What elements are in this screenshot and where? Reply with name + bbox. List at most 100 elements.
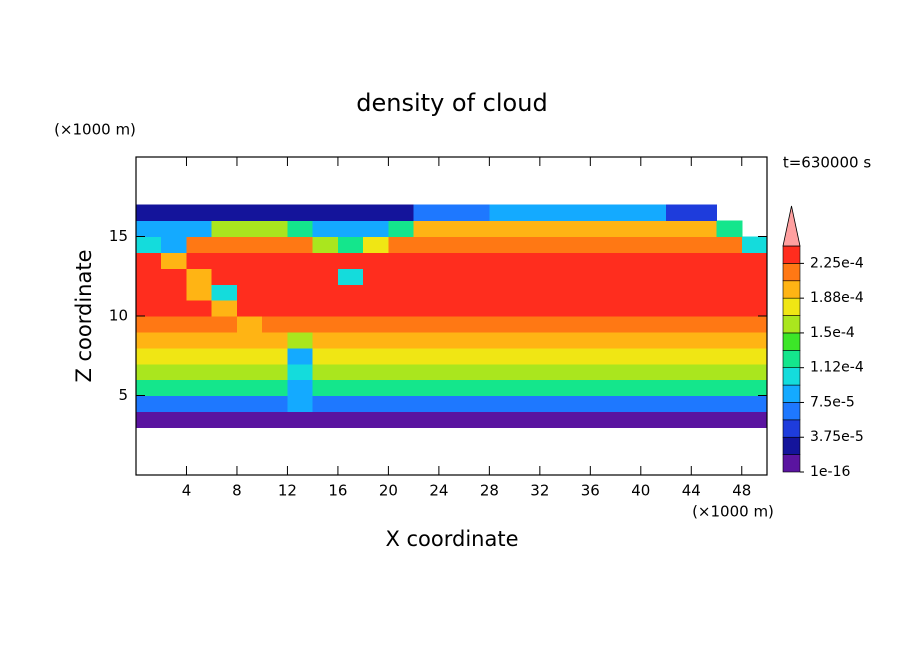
contour-cell	[691, 284, 718, 301]
contour-cell	[363, 347, 389, 365]
contour-cell	[691, 363, 718, 381]
contour-cell	[388, 220, 415, 238]
contour-cell	[615, 316, 642, 333]
contour-cell	[590, 331, 617, 349]
contour-cell	[337, 284, 364, 301]
contour-cell	[741, 236, 768, 253]
contour-cell	[161, 284, 188, 301]
contour-cell	[716, 331, 743, 349]
contour-cell	[438, 395, 465, 412]
contour-cell	[161, 379, 188, 397]
contour-cell	[741, 379, 768, 397]
contour-cell	[438, 252, 465, 269]
contour-cell	[514, 347, 541, 365]
colorbar-band	[782, 419, 801, 438]
contour-cell	[741, 363, 768, 381]
contour-cell	[464, 236, 490, 253]
contour-cell	[312, 252, 339, 269]
contour-cell	[640, 395, 667, 412]
contour-cell	[312, 268, 339, 285]
contour-cell	[211, 204, 238, 222]
contour-cell	[565, 268, 591, 285]
contour-cell	[514, 395, 541, 412]
contour-cell	[716, 252, 743, 269]
contour-cell	[691, 252, 718, 269]
contour-cell	[287, 316, 314, 333]
contour-cell	[236, 204, 263, 222]
contour-cell	[388, 268, 415, 285]
contour-cell	[236, 220, 263, 238]
contour-cell	[287, 300, 314, 317]
contour-cell	[236, 331, 263, 349]
contour-cell	[211, 363, 238, 381]
contour-cell	[464, 363, 490, 381]
contour-cell	[716, 236, 743, 253]
contour-cell	[615, 395, 642, 412]
contour-cell	[741, 284, 768, 301]
contour-cell	[262, 363, 289, 381]
contour-cell	[666, 220, 692, 238]
contour-cell	[565, 331, 591, 349]
contour-cell	[287, 347, 314, 365]
contour-cell	[438, 300, 465, 317]
contour-cell	[716, 363, 743, 381]
contour-cell	[211, 236, 238, 253]
contour-cell	[211, 395, 238, 412]
contour-cell	[236, 347, 263, 365]
contour-cell	[464, 316, 490, 333]
contour-cell	[287, 204, 314, 222]
contour-cell	[312, 316, 339, 333]
colorbar-band	[782, 436, 801, 455]
contour-cell	[716, 347, 743, 365]
contour-cell	[136, 379, 162, 397]
contour-cell	[691, 379, 718, 397]
contour-cell	[136, 220, 162, 238]
contour-cell	[590, 347, 617, 365]
colorbar-label: 7.5e-5	[810, 394, 855, 410]
contour-cell	[262, 379, 289, 397]
contour-cell	[666, 316, 692, 333]
contour-cell	[489, 204, 516, 222]
contour-cell	[337, 347, 364, 365]
contour-cell	[741, 300, 768, 317]
contour-cell	[539, 252, 566, 269]
contour-cell	[666, 300, 692, 317]
contour-cell	[666, 252, 692, 269]
contour-cell	[539, 379, 566, 397]
contour-cell	[539, 204, 566, 222]
contour-cell	[615, 252, 642, 269]
contour-cell	[514, 379, 541, 397]
contour-cell	[312, 204, 339, 222]
contour-cell	[741, 331, 768, 349]
contour-cell	[388, 411, 415, 428]
contour-cell	[161, 300, 188, 317]
contour-cell	[438, 236, 465, 253]
contour-cell	[489, 363, 516, 381]
contour-cell	[186, 220, 213, 238]
contour-cell	[489, 379, 516, 397]
contour-cell	[211, 252, 238, 269]
contour-cell	[413, 363, 440, 381]
contour-cell	[186, 347, 213, 365]
contour-cell	[615, 363, 642, 381]
x-tick-label: 8	[232, 482, 242, 500]
time-annotation: t=630000 s	[783, 154, 871, 172]
colorbar-band	[782, 280, 801, 299]
contour-cell	[363, 395, 389, 412]
contour-cell	[590, 268, 617, 285]
contour-cell	[565, 300, 591, 317]
contour-cell	[514, 252, 541, 269]
contour-cell	[161, 363, 188, 381]
colorbar-label: 1.12e-4	[810, 360, 864, 376]
contour-cell	[438, 363, 465, 381]
contour-cell	[640, 363, 667, 381]
contour-cell	[489, 347, 516, 365]
contour-cell	[136, 347, 162, 365]
contour-cell	[716, 411, 743, 428]
contour-cell	[287, 395, 314, 412]
colorbar-band	[782, 402, 801, 421]
contour-cell	[236, 395, 263, 412]
colorbar-label: 2.25e-4	[810, 255, 864, 271]
contour-cell	[211, 379, 238, 397]
contour-cell	[211, 411, 238, 428]
